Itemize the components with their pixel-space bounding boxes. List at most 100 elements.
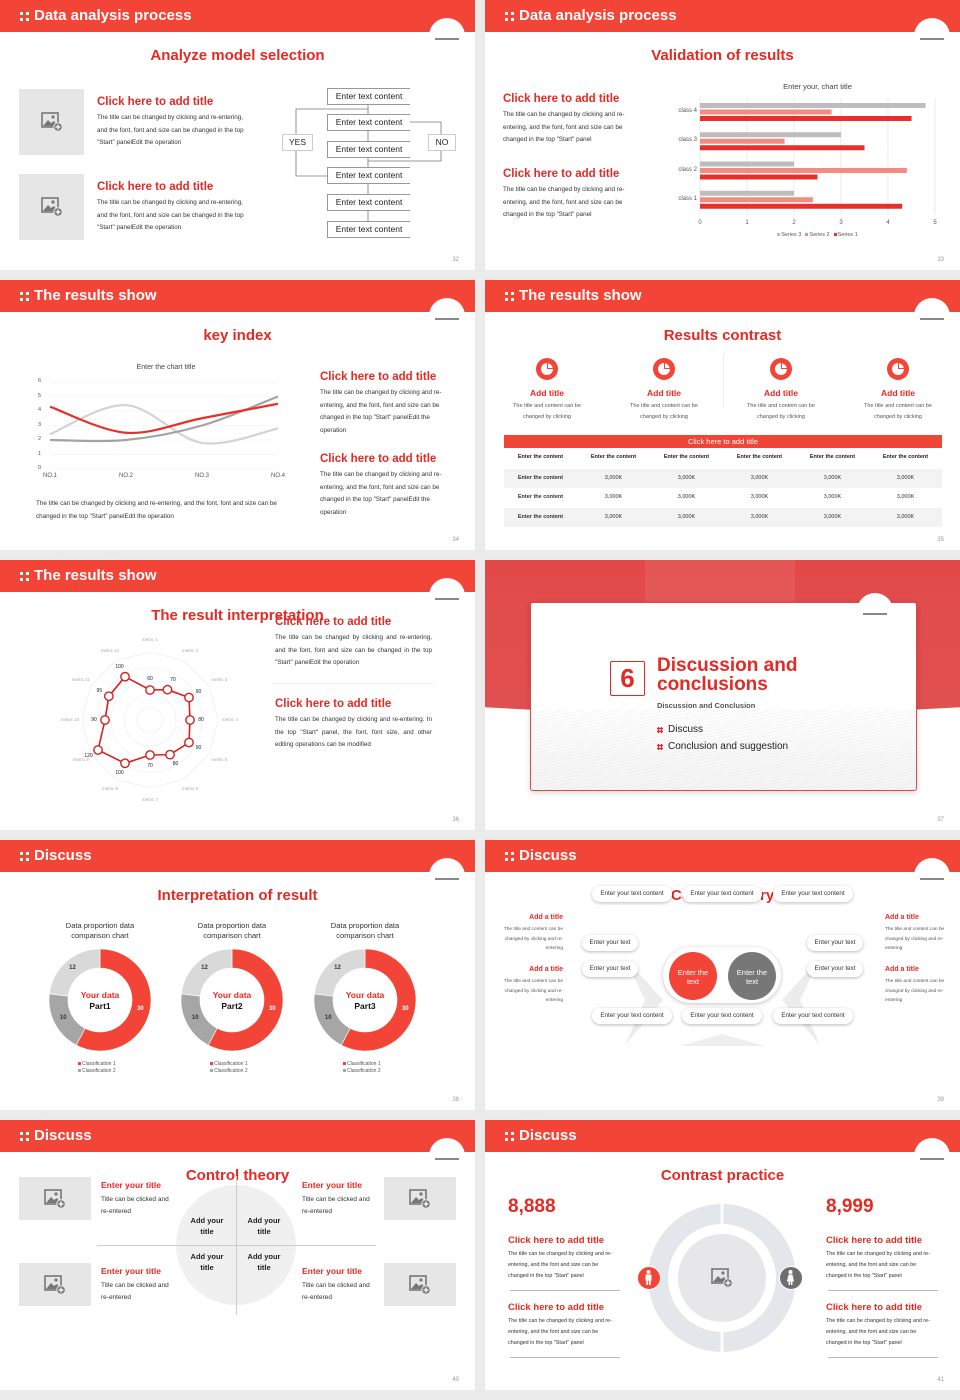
item-title[interactable]: Click here to add title xyxy=(826,1235,923,1246)
quadrant-title[interactable]: Add your title xyxy=(247,1252,281,1272)
dot xyxy=(26,578,29,581)
item-title[interactable]: Click here to add title xyxy=(97,181,214,193)
text-pill[interactable]: Enter your text xyxy=(807,961,863,977)
category-label: class 2 xyxy=(678,166,697,173)
image-placeholder[interactable] xyxy=(19,1177,91,1220)
item-body: The title can be changed by clicking and… xyxy=(508,1251,612,1279)
item-title[interactable]: Click here to add title xyxy=(503,93,620,105)
dot xyxy=(26,858,29,861)
section-dots-icon xyxy=(505,12,514,21)
quadrant-title[interactable]: Add your title xyxy=(190,1252,224,1272)
x-tick-label: 0 xyxy=(698,220,702,226)
quadrant-title[interactable]: Add your title xyxy=(247,1216,281,1236)
center-circle[interactable] xyxy=(728,952,776,1000)
yes-box: YES xyxy=(282,134,313,151)
text-pill[interactable]: Enter your text content xyxy=(682,886,762,902)
flow-box[interactable]: Enter text content xyxy=(327,114,410,131)
radar-point xyxy=(145,685,155,695)
table-cell: Enter the content xyxy=(517,475,564,481)
flow-box[interactable]: Enter text content xyxy=(327,221,410,238)
item-title[interactable]: Enter your title xyxy=(101,1180,161,1190)
bullet-item[interactable]: Discuss xyxy=(668,724,704,735)
dot xyxy=(511,1132,514,1135)
logo xyxy=(429,578,465,614)
dot xyxy=(505,1132,508,1135)
y-tick-label: 0 xyxy=(38,465,42,471)
image-add-icon xyxy=(409,1274,431,1295)
radar-grid xyxy=(123,693,177,747)
item-title[interactable]: Enter your title xyxy=(101,1266,161,1276)
flow-box[interactable]: Enter text content xyxy=(327,194,410,211)
page-number: 40 xyxy=(452,1377,459,1383)
item-title[interactable]: Click here to add title xyxy=(508,1235,605,1246)
slice-label: 10 xyxy=(191,1015,199,1022)
text-pill[interactable]: Enter your text xyxy=(582,961,638,977)
flow-box[interactable]: Enter text content xyxy=(327,167,410,184)
text-pill[interactable]: Enter your text xyxy=(582,935,638,951)
item-title[interactable]: Click here to add title xyxy=(508,1302,605,1313)
image-placeholder[interactable] xyxy=(384,1177,456,1220)
flow-box[interactable]: Enter text content xyxy=(327,141,410,158)
bar-series-1 xyxy=(700,174,818,180)
text-pill[interactable]: Enter your text content xyxy=(592,1008,672,1024)
legend-item: Classification 1 xyxy=(210,1061,248,1067)
table-row xyxy=(504,469,942,488)
dot xyxy=(20,578,23,581)
text-pill[interactable]: Enter your text content xyxy=(682,1008,762,1024)
item-title[interactable]: Click here to add title xyxy=(275,616,392,628)
quadrant-title[interactable]: Add your title xyxy=(190,1216,224,1236)
logo-wordmark xyxy=(920,38,944,40)
donut-center-part: Part1 xyxy=(89,1001,111,1011)
item-title[interactable]: Click here to add title xyxy=(320,371,437,383)
image-placeholder[interactable] xyxy=(19,89,84,155)
flow-box[interactable]: Enter text content xyxy=(327,88,410,105)
slide-34: The results show 34 key index 0 1 2 3 4 5 6 NO.1 NO… xyxy=(0,280,475,550)
dot xyxy=(511,1138,514,1141)
item-body: The title can be changed by clicking and… xyxy=(508,1318,612,1346)
radar-grid xyxy=(81,651,219,789)
legend-swatch xyxy=(78,1069,81,1072)
table-header-cell: Enter the content xyxy=(882,454,929,460)
pie-chart-icon xyxy=(536,358,558,380)
table-cell: Enter the content xyxy=(517,494,564,501)
radar-point xyxy=(93,745,103,755)
text-pill[interactable]: Enter your text content xyxy=(773,1008,853,1024)
image-placeholder[interactable] xyxy=(19,174,84,240)
text-pill[interactable]: Enter your text xyxy=(807,935,863,951)
donut-center-label: Your data xyxy=(80,990,120,1000)
item-title[interactable]: Click here to add title xyxy=(97,96,214,108)
item-title[interactable]: Click here to add title xyxy=(826,1302,923,1313)
dot xyxy=(20,572,23,575)
chart-title: Data proportion data comparison chart xyxy=(197,921,267,940)
image-placeholder[interactable] xyxy=(19,1263,91,1306)
logo xyxy=(914,1138,950,1174)
image-placeholder[interactable] xyxy=(384,1263,456,1306)
text-pill[interactable]: Enter your text content xyxy=(773,886,853,902)
item-body: The title can be changed by clicking and… xyxy=(97,199,244,231)
dot xyxy=(26,1138,29,1141)
item-body: The title can be changed by clicking and… xyxy=(503,111,625,143)
wedge-bottom xyxy=(680,1034,765,1046)
item-title[interactable]: Click here to add title xyxy=(320,453,437,465)
bar-series-3 xyxy=(700,190,794,196)
bullet-item[interactable]: Conclusion and suggestion xyxy=(668,741,789,752)
item-title[interactable]: Enter your title xyxy=(302,1180,362,1190)
slide-title: Analyze model selection xyxy=(150,47,325,64)
card-title: Add title xyxy=(647,388,681,398)
center-circle[interactable] xyxy=(669,952,717,1000)
radar-value-label: 70 xyxy=(147,763,153,769)
page-number: 36 xyxy=(452,817,459,823)
legend-label: Series 3 xyxy=(781,232,802,238)
logo-wordmark xyxy=(435,38,459,40)
radar-axis-label: metric 12 xyxy=(100,647,120,653)
item-title[interactable]: Click here to add title xyxy=(503,168,620,180)
radar-axis-label: metric 4 xyxy=(221,717,238,722)
text-pill[interactable]: Enter your text content xyxy=(592,886,672,902)
item-title[interactable]: Enter your title xyxy=(302,1266,362,1276)
table-header-cell: Enter the content xyxy=(809,454,856,460)
slice-label: 10 xyxy=(324,1015,332,1022)
table-header-cell: Enter the content xyxy=(663,454,710,460)
item-title[interactable]: Click here to add title xyxy=(275,698,392,710)
legend-swatch xyxy=(777,233,781,236)
divider xyxy=(828,1357,938,1358)
